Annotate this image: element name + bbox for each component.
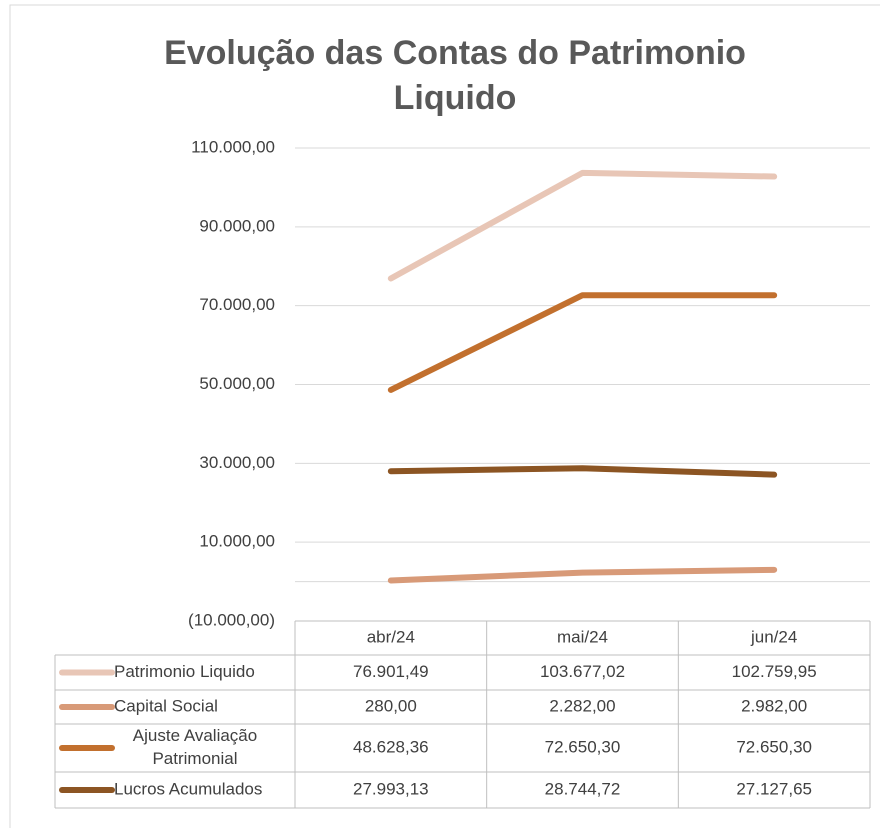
series-line xyxy=(387,566,778,584)
series-line xyxy=(387,465,778,478)
table-value: 103.677,02 xyxy=(540,662,625,681)
x-tick-label: mai/24 xyxy=(557,627,608,646)
legend-label: Lucros Acumulados xyxy=(114,779,262,798)
y-tick-label: 90.000,00 xyxy=(199,216,275,235)
legend-label: Capital Social xyxy=(114,696,218,715)
y-tick-label: 10.000,00 xyxy=(199,532,275,551)
legend-label: Ajuste Avaliação Patrimonial xyxy=(133,726,257,768)
y-tick-label: 110.000,00 xyxy=(191,137,275,156)
table-value: 72.650,30 xyxy=(736,737,812,756)
table-value: 72.650,30 xyxy=(545,737,621,756)
table-value: 28.744,72 xyxy=(545,779,621,798)
x-tick-label: abr/24 xyxy=(367,627,415,646)
table-value: 102.759,95 xyxy=(732,662,817,681)
chart-title: Evolução das Contas do Patrimonio xyxy=(164,34,746,72)
table-value: 48.628,36 xyxy=(353,737,429,756)
y-tick-label: 70.000,00 xyxy=(199,295,275,314)
y-tick-label: 30.000,00 xyxy=(199,453,275,472)
legend-label: Patrimonio Liquido xyxy=(114,662,255,681)
table-value: 280,00 xyxy=(365,696,417,715)
y-tick-label: (10.000,00) xyxy=(188,610,275,629)
series-line xyxy=(387,169,778,282)
chart-frame xyxy=(9,4,880,833)
x-tick-label: jun/24 xyxy=(750,627,797,646)
table-value: 2.982,00 xyxy=(741,696,807,715)
y-tick-label: 50.000,00 xyxy=(199,374,275,393)
table-value: 27.127,65 xyxy=(736,779,812,798)
table-value: 2.282,00 xyxy=(549,696,615,715)
table-value: 27.993,13 xyxy=(353,779,429,798)
series-line xyxy=(387,292,778,393)
chart-title: Liquido xyxy=(394,79,517,117)
table-value: 76.901,49 xyxy=(353,662,429,681)
